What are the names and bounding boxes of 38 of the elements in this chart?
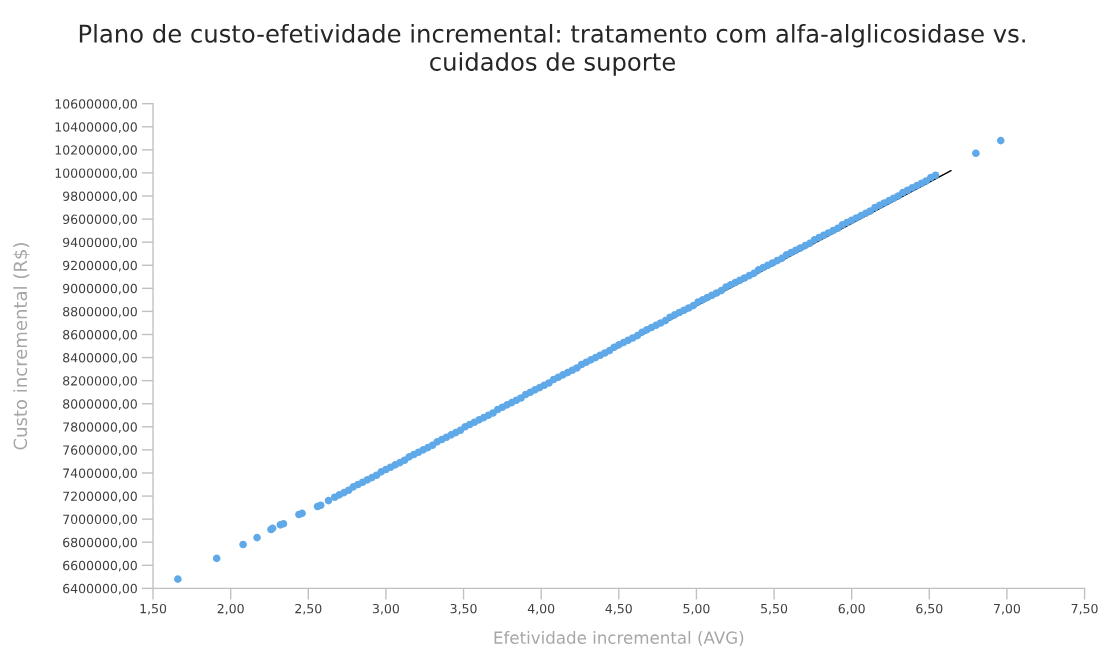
x-tick-label: 7,00 xyxy=(994,603,1021,615)
y-tick-label: 9800000,00 xyxy=(63,191,137,203)
chart-title: Plano de custo-efetividade incremental: tratamento com alfa-alglicosidase vs. cuidados de suporte xyxy=(79,24,1025,76)
x-tick-label: 2,00 xyxy=(217,603,244,615)
y-tick-label: 8400000,00 xyxy=(63,353,137,364)
y-tick-label: 8600000,00 xyxy=(63,329,137,341)
y-tick-label: 7600000,00 xyxy=(63,445,137,457)
x-tick-label: 3,00 xyxy=(372,603,400,615)
y-axis-title: Custo incremental (R$) xyxy=(13,243,30,450)
x-tick-label: 6,50 xyxy=(916,603,943,615)
y-tick-label: 9000000,00 xyxy=(63,283,137,295)
y-tick-label: 6400000,00 xyxy=(63,583,137,595)
x-tick-label: 5,50 xyxy=(761,603,788,615)
y-tick-label: 9200000,00 xyxy=(63,260,137,272)
x-tick-label: 5,00 xyxy=(683,603,710,615)
y-tick-label: 6800000,00 xyxy=(63,537,137,549)
y-tick-label: 7800000,00 xyxy=(63,422,137,434)
x-tick-label: 3,50 xyxy=(450,603,477,615)
y-tick-label: 7200000,00 xyxy=(63,491,137,503)
y-tick-label: 9600000,00 xyxy=(63,214,137,226)
x-tick-label: 4,00 xyxy=(527,603,555,615)
y-tick-label: 7400000,00 xyxy=(63,468,137,480)
y-tick-label: 7000000,00 xyxy=(63,514,137,526)
x-tick-label: 2,50 xyxy=(295,603,322,615)
x-tick-label: 6,00 xyxy=(838,603,865,615)
y-tick-label: 8200000,00 xyxy=(63,376,137,387)
x-tick-label: 1,50 xyxy=(140,603,167,615)
y-tick-label: 10600000,00 xyxy=(55,99,137,110)
y-tick-label: 10400000,00 xyxy=(55,122,137,133)
y-tick-label: 8000000,00 xyxy=(63,399,137,410)
x-axis-title: Efetividade incremental (AVG) xyxy=(494,631,744,646)
x-tick-label: 4,50 xyxy=(605,603,632,615)
y-tick-label: 9400000,00 xyxy=(63,237,137,249)
y-tick-label: 6600000,00 xyxy=(63,560,137,572)
y-tick-label: 10200000,00 xyxy=(55,145,137,157)
x-tick-label: 7,50 xyxy=(1071,603,1098,615)
y-tick-label: 10000000,00 xyxy=(55,168,137,180)
y-tick-label: 8800000,00 xyxy=(63,306,137,318)
